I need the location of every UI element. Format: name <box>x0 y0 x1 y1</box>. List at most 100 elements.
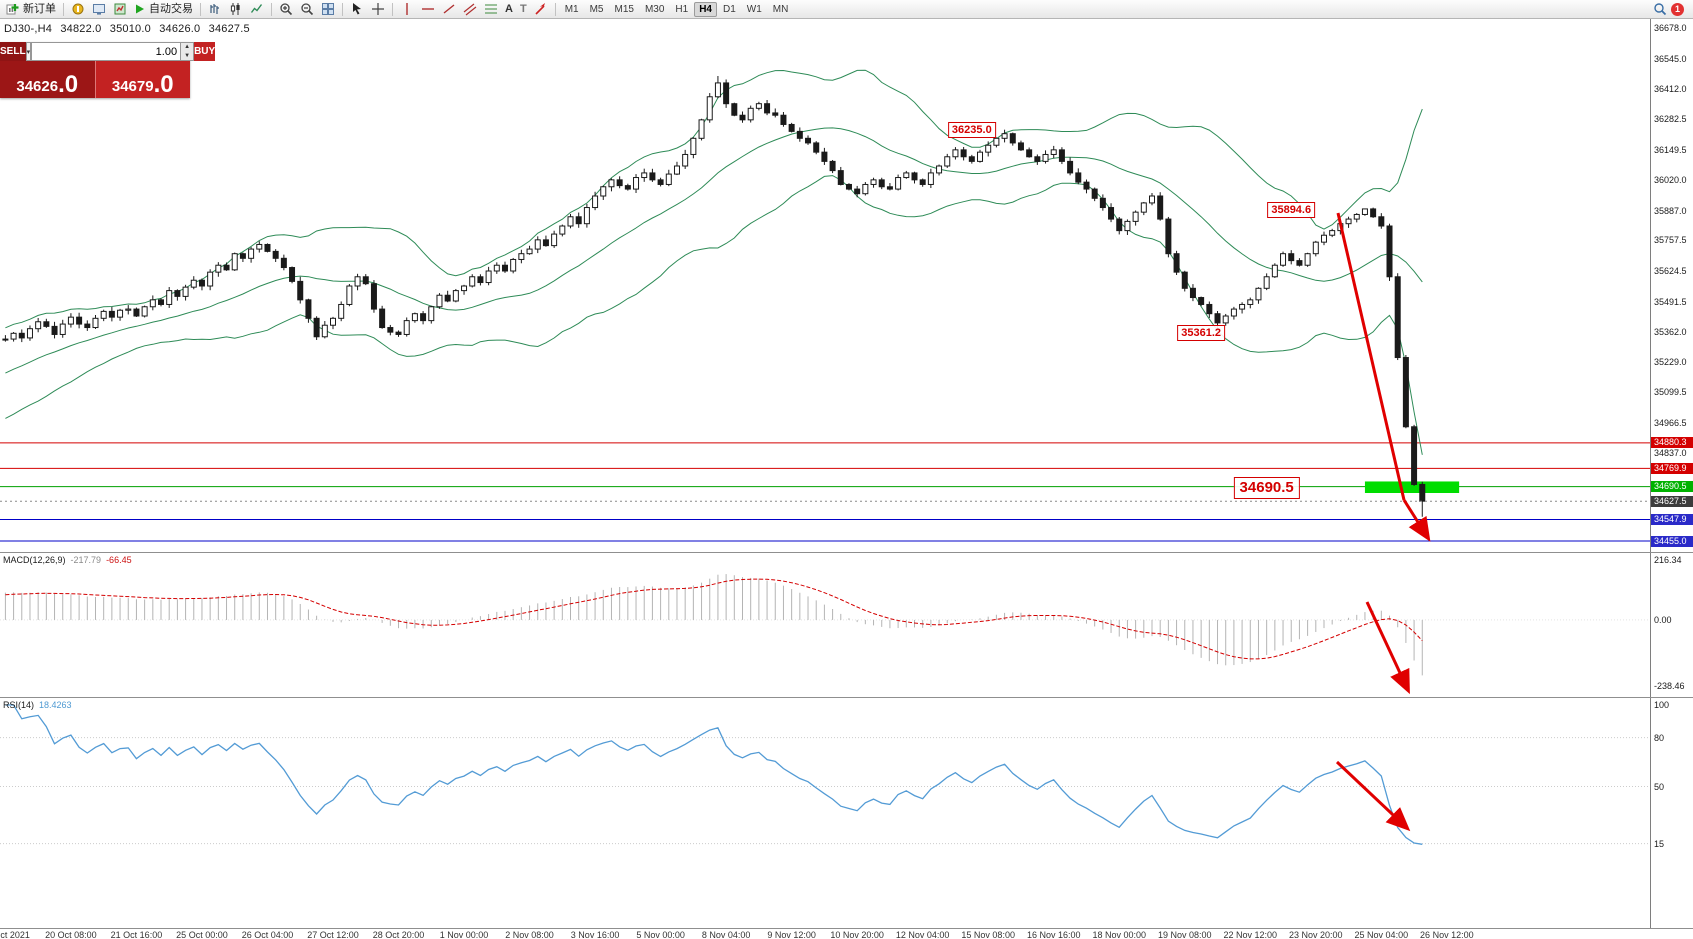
buy-button[interactable]: BUY <box>194 42 216 61</box>
axis-label: 34455.0 <box>1651 535 1693 547</box>
axis-label: 35491.5 <box>1654 296 1687 307</box>
auto-trading-play-icon <box>136 4 144 14</box>
pane-separator-rsi[interactable] <box>0 697 1693 698</box>
axis-label: 35099.5 <box>1654 387 1687 398</box>
trendline-button[interactable] <box>439 1 459 17</box>
toolbar-separator <box>392 2 393 16</box>
cursor-button[interactable] <box>347 1 367 17</box>
axis-label: 34966.5 <box>1654 417 1687 428</box>
volume-dropdown-icon[interactable]: ▾ <box>25 42 32 61</box>
time-axis-label: 27 Oct 12:00 <box>307 930 359 939</box>
time-axis-label: 18 Oct 2021 <box>0 930 30 939</box>
volume-decrease-icon[interactable]: ▼ <box>181 51 194 60</box>
time-axis-label: 12 Nov 04:00 <box>895 930 950 939</box>
tile-windows-button[interactable] <box>318 1 338 17</box>
sell-button[interactable]: SELL <box>0 42 26 61</box>
channel-icon <box>463 3 477 16</box>
horizontal-line-button[interactable] <box>418 1 438 17</box>
candlestick-icon <box>230 3 240 15</box>
time-axis-label: 26 Nov 12:00 <box>1420 930 1474 939</box>
timeframe-m1[interactable]: M1 <box>564 3 579 15</box>
crosshair-icon <box>372 3 384 15</box>
pane-separator-macd[interactable] <box>0 552 1693 553</box>
chart-symbol: DJ30-,H4 <box>4 23 53 35</box>
sell-price[interactable]: 34626 .0 <box>0 61 95 98</box>
volume-input[interactable] <box>32 43 181 60</box>
text-tool-icon: A <box>505 3 513 15</box>
strategy-tester-button[interactable] <box>110 1 130 17</box>
sell-price-decimal: .0 <box>58 70 79 98</box>
axis-label: 100 <box>1654 700 1670 710</box>
arrows-tool-button[interactable] <box>531 1 551 17</box>
chart-canvas[interactable] <box>0 18 1650 928</box>
time-axis-label: 23 Nov 20:00 <box>1289 930 1343 939</box>
new-order-label: 新订单 <box>23 3 56 15</box>
rsi-value: 18.4263 <box>39 700 72 710</box>
terminal-button[interactable] <box>89 1 109 17</box>
horizontal-line-icon <box>422 8 434 10</box>
channel-button[interactable] <box>460 1 480 17</box>
toolbar-separator <box>342 2 343 16</box>
crosshair-button[interactable] <box>368 1 388 17</box>
axis-label: -238.46 <box>1654 681 1685 691</box>
rsi-indicator-label: RSI(14) 18.4263 <box>3 700 72 710</box>
new-order-button[interactable]: 新订单 <box>3 1 59 17</box>
timeframe-h4[interactable]: H4 <box>694 1 717 17</box>
ohlc-close: 34627.5 <box>208 23 250 35</box>
timeframe-h1[interactable]: H1 <box>675 3 689 15</box>
toolbar-separator <box>63 2 64 16</box>
sell-price-main: 34626 <box>16 78 59 95</box>
axis-label: 34627.5 <box>1651 495 1693 507</box>
zoom-in-button[interactable] <box>276 1 296 17</box>
label-tool-icon: T <box>519 3 527 15</box>
text-tool-button[interactable]: A <box>502 1 516 17</box>
notification-badge[interactable]: 1 <box>1671 2 1684 16</box>
buy-price[interactable]: 34679 .0 <box>94 61 190 98</box>
ohlc-low: 34626.0 <box>159 23 201 35</box>
one-click-trade-panel: SELL ▾ ▲ ▼ BUY 34626 .0 34679 .0 <box>0 42 216 98</box>
time-axis-label: 18 Nov 00:00 <box>1092 930 1147 939</box>
cursor-icon <box>353 3 361 15</box>
macd-name: MACD(12,26,9) <box>3 555 66 565</box>
axis-label: 34880.3 <box>1651 437 1693 449</box>
axis-label: 36282.5 <box>1654 114 1687 125</box>
buy-price-decimal: .0 <box>153 70 174 98</box>
search-button[interactable] <box>1650 1 1670 17</box>
line-chart-button[interactable] <box>247 1 267 17</box>
timeframe-m30[interactable]: M30 <box>644 3 665 15</box>
axis-label: 35229.0 <box>1654 357 1687 368</box>
vertical-line-button[interactable] <box>397 1 417 17</box>
axis-label: 36545.0 <box>1654 53 1687 64</box>
toolbar-separator <box>271 2 272 16</box>
timeframe-m5[interactable]: M5 <box>589 3 604 15</box>
axis-label: 35362.0 <box>1654 326 1687 337</box>
timeframe-m15[interactable]: M15 <box>614 3 634 15</box>
ohlc-open: 34822.0 <box>60 23 102 35</box>
search-icon <box>1654 3 1667 16</box>
rsi-name: RSI(14) <box>3 700 35 710</box>
axis-label: 0.00 <box>1654 614 1672 625</box>
axis-label: 36020.0 <box>1654 174 1687 185</box>
macd-signal-value: -66.45 <box>106 555 132 565</box>
label-tool-button[interactable]: T <box>517 1 530 17</box>
timeframe-d1[interactable]: D1 <box>723 3 736 15</box>
axis-label: 35887.0 <box>1654 205 1687 216</box>
time-axis-label: 21 Oct 16:00 <box>110 930 163 939</box>
time-axis-label: 25 Nov 04:00 <box>1354 930 1409 939</box>
volume-increase-icon[interactable]: ▲ <box>181 43 194 52</box>
timeframe-mn[interactable]: MN <box>772 3 789 15</box>
bar-chart-icon <box>210 4 219 14</box>
bar-chart-button[interactable] <box>205 1 225 17</box>
time-axis-label: 3 Nov 16:00 <box>570 930 620 939</box>
candlestick-chart-button[interactable] <box>226 1 246 17</box>
time-axis[interactable]: 18 Oct 2021 20 Oct 08:00 21 Oct 16:00 25 Oc… <box>0 928 1693 939</box>
terminal-icon <box>93 4 105 15</box>
fibonacci-button[interactable] <box>481 1 501 17</box>
auto-trading-button[interactable]: 自动交易 <box>131 1 196 17</box>
zoom-out-button[interactable] <box>297 1 317 17</box>
price-axis[interactable]: 36678.0 36545.0 36412.0 36282.5 36149.5 36020… <box>1650 18 1693 928</box>
axis-label: 15 <box>1654 838 1665 849</box>
timeframe-w1[interactable]: W1 <box>746 3 762 15</box>
expert-advisors-button[interactable] <box>68 1 88 17</box>
